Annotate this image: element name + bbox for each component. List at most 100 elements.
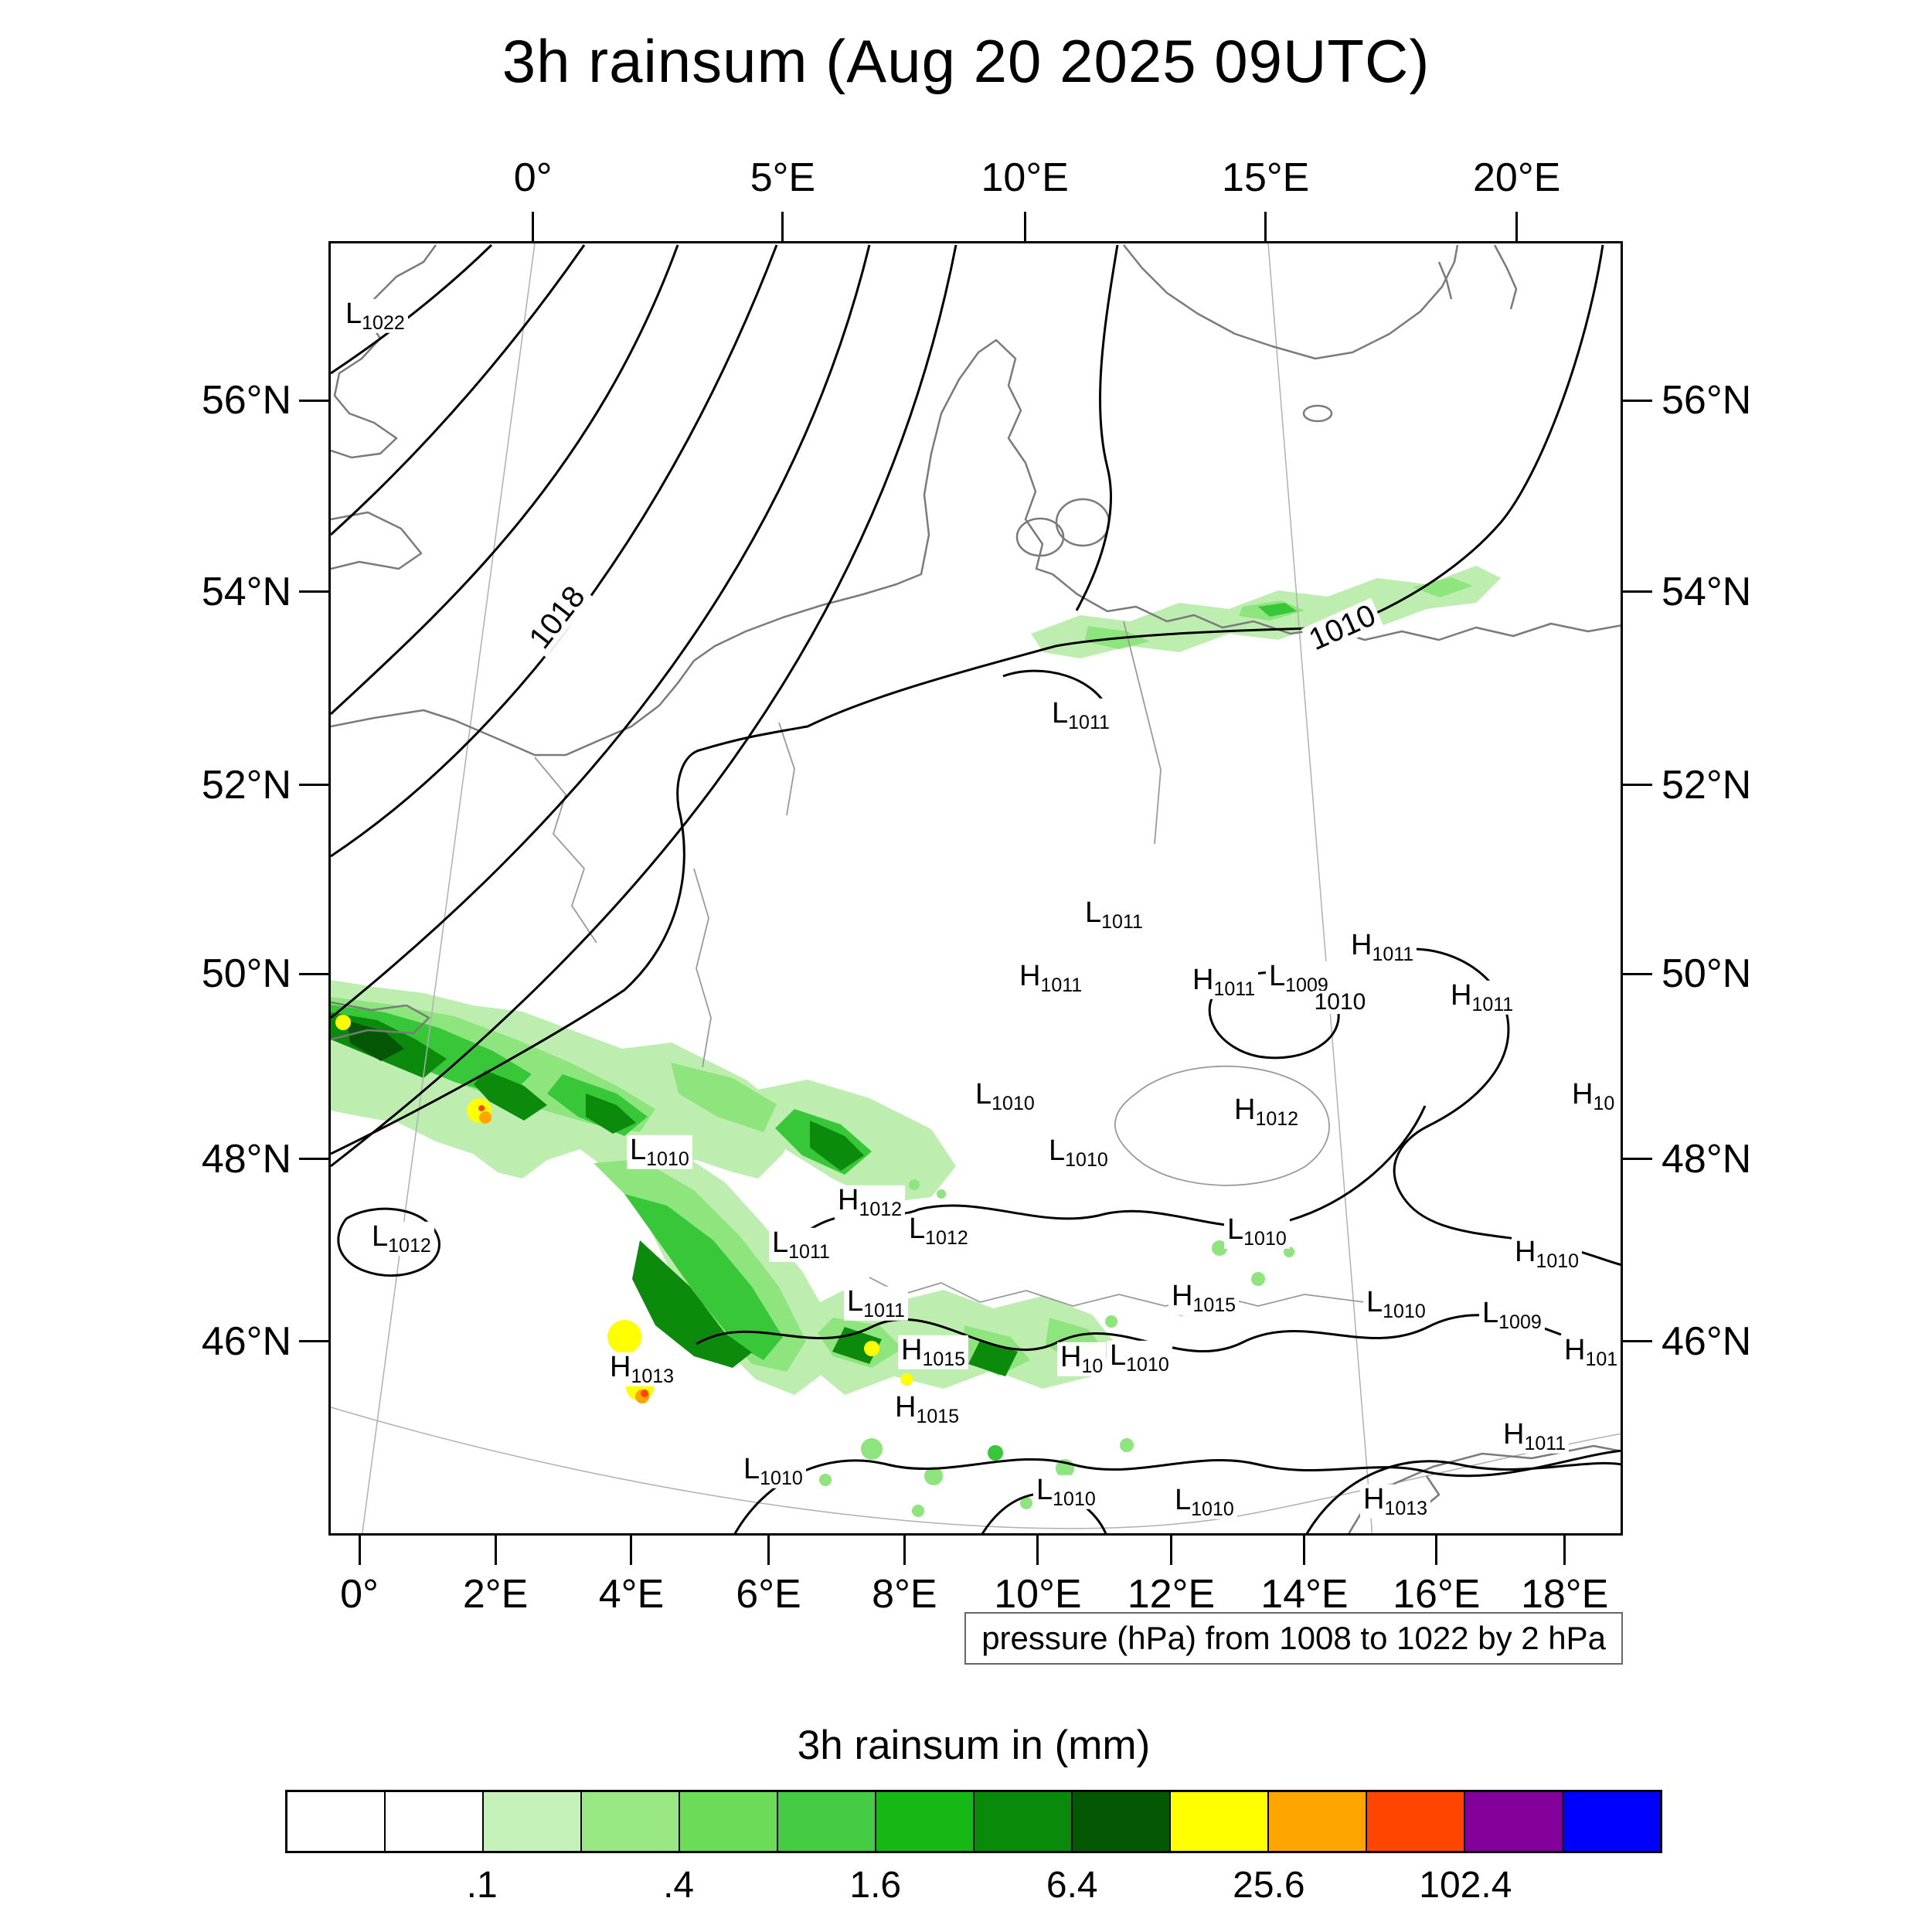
isobar-nw-3: [331, 244, 778, 858]
pressure-letter: L: [630, 1133, 647, 1166]
colorbar-segment-7: [975, 1792, 1073, 1851]
pressure-letter: L: [772, 1226, 789, 1259]
rain-baltic-mid-3: [1413, 577, 1473, 597]
isobar-nw-4: [331, 244, 871, 1019]
pressure-center-L1010-30: L1010: [740, 1454, 806, 1488]
pressure-letter: L: [1227, 1213, 1244, 1246]
pressure-letter: H: [1363, 1482, 1385, 1515]
axis-tick-bottom-8: [1435, 1536, 1438, 1565]
pressure-center-L1010-32: L1010: [1172, 1485, 1237, 1519]
border-benelux: [534, 757, 597, 944]
pressure-value: 1013: [1384, 1497, 1428, 1519]
axis-tick-bottom-4: [903, 1536, 906, 1565]
axis-label-bottom-3: 6°E: [736, 1572, 801, 1617]
pressure-letter: L: [1036, 1473, 1053, 1506]
axis-label-right-3: 50°N: [1662, 951, 1752, 997]
axis-tick-right-3: [1623, 972, 1652, 975]
pressure-value: 1015: [916, 1405, 960, 1427]
pressure-letter: L: [372, 1219, 389, 1253]
axis-label-bottom-7: 14°E: [1260, 1572, 1349, 1617]
pressure-value: 1010: [1126, 1353, 1169, 1376]
pressure-value: 1022: [362, 311, 405, 334]
page-title: 3h rainsum (Aug 20 2025 09UTC): [502, 27, 1430, 95]
axis-tick-bottom-9: [1563, 1536, 1566, 1565]
pressure-value: 1011: [1101, 910, 1143, 933]
pressure-center-L1010-15: L1010: [627, 1133, 692, 1169]
colorbar-segment-9: [1171, 1792, 1269, 1851]
colorbar-segment-2: [484, 1792, 582, 1851]
pressure-letter: L: [1085, 896, 1102, 929]
axis-tick-top-1: [781, 212, 784, 241]
colorbar-segment-1: [386, 1792, 484, 1851]
pressure-value: 1011: [1524, 1432, 1566, 1454]
pressure-value: 1012: [925, 1226, 968, 1249]
axis-tick-right-0: [1623, 399, 1652, 402]
pressure-value: 1011: [1068, 711, 1110, 733]
axis-tick-top-3: [1264, 212, 1267, 241]
axis-label-bottom-9: 18°E: [1520, 1572, 1609, 1617]
pressure-caption: pressure (hPa) from 1008 to 1022 by 2 hP…: [964, 1612, 1623, 1665]
pressure-value: 1015: [922, 1348, 966, 1370]
colorbar-title: 3h rainsum in (mm): [797, 1723, 1151, 1768]
isobar-nw-1: [331, 243, 493, 375]
pressure-letter: H: [1234, 1093, 1256, 1126]
pressure-value: 1010: [1065, 1148, 1108, 1171]
parallel-45N: [331, 1406, 1621, 1529]
axis-label-right-2: 52°N: [1662, 762, 1752, 808]
pressure-letter: L: [1175, 1483, 1192, 1516]
pressure-value: 1011: [1471, 993, 1514, 1015]
pressure-letter: H: [901, 1333, 923, 1366]
pressure-letter: H: [1019, 959, 1041, 992]
pressure-center-H1011-29: H1011: [1500, 1419, 1570, 1454]
pressure-center-L1010-8: L1010: [972, 1079, 1038, 1114]
pressure-value: 1011: [863, 1299, 905, 1321]
pressure-value: 1010: [992, 1092, 1035, 1114]
pressure-center-L1011-1: L1011: [1049, 698, 1113, 733]
colorbar-segment-12: [1465, 1792, 1563, 1851]
rain-west-arm-mid: [671, 1063, 777, 1132]
pressure-center-H1012-13: H1012: [835, 1185, 906, 1219]
colorbar-tick-label-2: 1.6: [849, 1865, 902, 1906]
axis-tick-bottom-2: [630, 1536, 633, 1565]
pressure-letter: H: [1515, 1235, 1536, 1268]
colorbar-tick-label-3: 6.4: [1046, 1865, 1098, 1906]
pressure-center-H1012-9: H1012: [1231, 1093, 1302, 1129]
rain-baltic-strong: [1258, 603, 1297, 617]
rain-core-3: [586, 1094, 636, 1134]
coast-sweden-south: [1123, 244, 1459, 360]
axis-tick-top-0: [532, 212, 535, 241]
colorbar-segment-5: [778, 1792, 876, 1851]
graticule-lines: [331, 243, 1621, 1533]
isobar-bottom: [733, 1449, 1621, 1533]
axis-label-left-2: 52°N: [201, 762, 291, 808]
meridian-0E: [362, 243, 536, 1533]
coast-england-south: [331, 511, 423, 570]
rain-shading: [331, 566, 1501, 1517]
pressure-letter: H: [1172, 1279, 1193, 1312]
coast-normandy: [331, 1001, 430, 1041]
pressure-value: 1011: [788, 1240, 830, 1263]
pressure-center-L1011-2: L1011: [1082, 896, 1146, 933]
country-borders: [534, 621, 1366, 1307]
border-czech: [1114, 1065, 1330, 1186]
pressure-center-H1015-26: H1015: [892, 1392, 963, 1427]
pressure-value: 1010: [1536, 1250, 1580, 1272]
axis-label-top-1: 5°E: [750, 155, 816, 200]
pressure-center-H1011-3: H1011: [1016, 959, 1086, 995]
pressure-center-H1013-27: H1013: [607, 1350, 678, 1386]
isobar-nw-2: [331, 244, 586, 536]
axis-tick-top-4: [1515, 212, 1519, 241]
pressure-value: 1015: [1192, 1294, 1236, 1316]
pressure-center-L1012-12: L1012: [369, 1219, 434, 1256]
pressure-letter: L: [743, 1452, 760, 1485]
pressure-center-L1009-22: L1009: [1479, 1298, 1545, 1332]
pressure-letter: H: [610, 1350, 631, 1383]
axis-tick-top-2: [1023, 212, 1026, 241]
weather-map-svg: [331, 243, 1621, 1533]
colorbar-segment-0: [287, 1792, 386, 1851]
rain-specks: [819, 1179, 1294, 1517]
isobar-nw-5: [331, 244, 957, 1168]
pressure-center-H1010-21: H1010: [1512, 1235, 1583, 1272]
pressure-letter: H: [1572, 1077, 1594, 1111]
pressure-letter: H: [1564, 1333, 1586, 1366]
